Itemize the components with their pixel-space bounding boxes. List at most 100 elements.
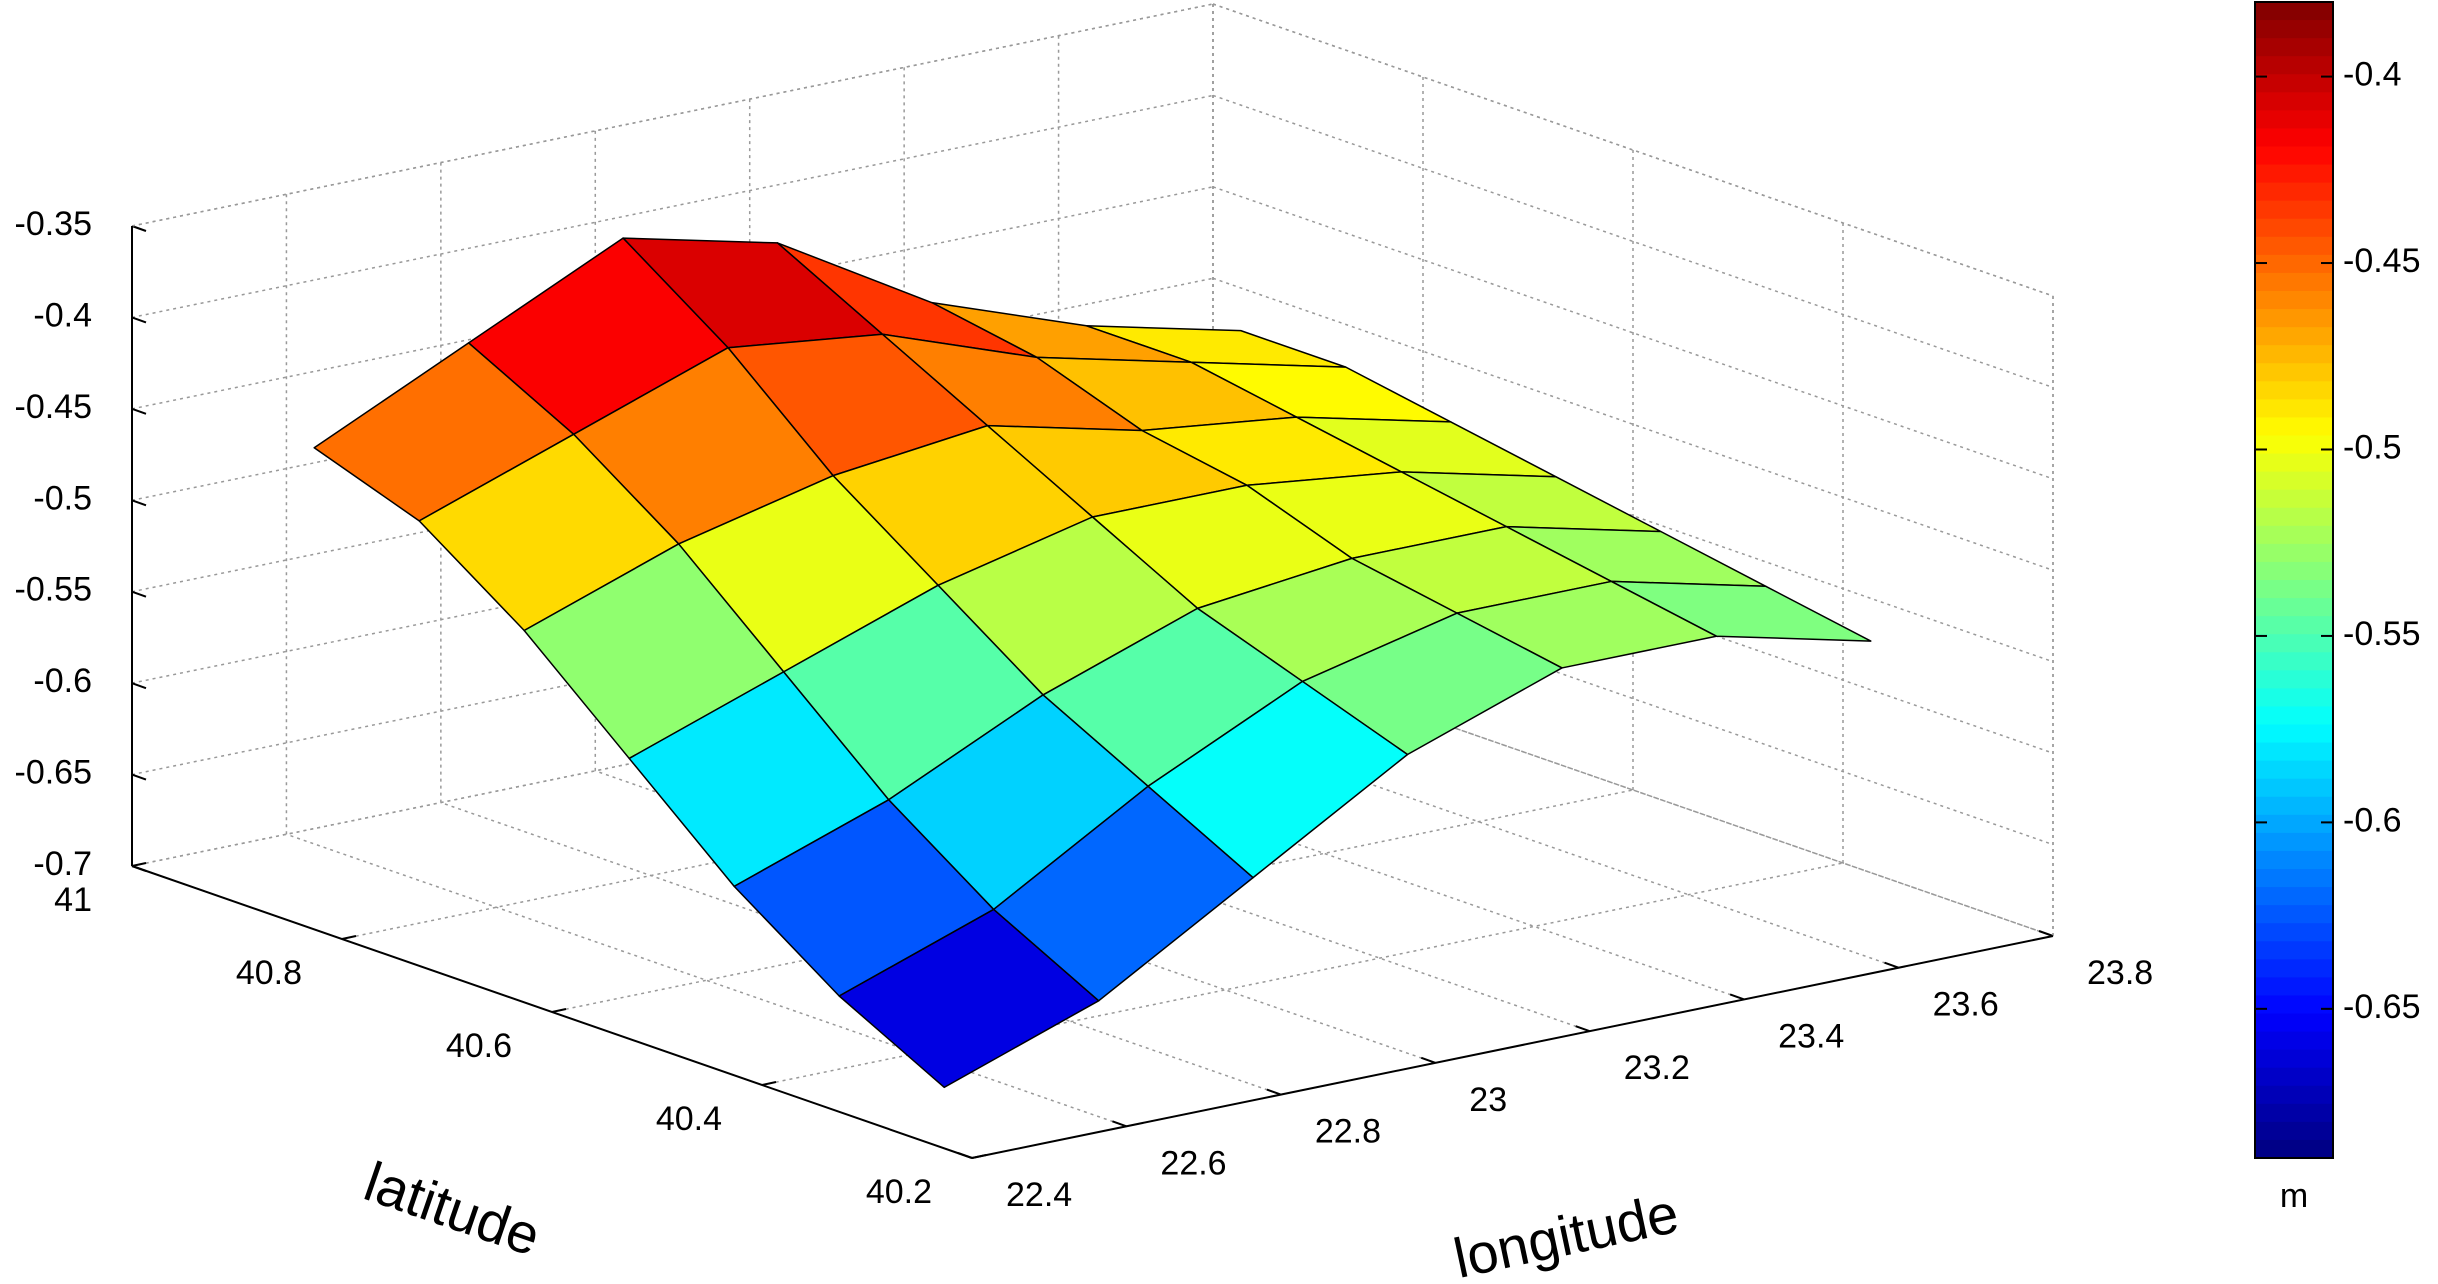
colorbar-swatch <box>2255 887 2333 906</box>
tick-mark <box>341 935 357 940</box>
colorbar-swatch <box>2255 598 2333 617</box>
colorbar-swatch <box>2255 1085 2333 1105</box>
colorbar-swatch <box>2255 1067 2333 1087</box>
tick-mark <box>131 862 147 867</box>
colorbar-swatch <box>2255 796 2333 816</box>
tick-mark <box>1112 1120 1127 1128</box>
colorbar-swatch <box>2255 941 2333 960</box>
colorbar-swatch <box>2255 489 2333 509</box>
colorbar-swatch <box>2255 92 2333 111</box>
colorbar-swatch <box>2255 1031 2333 1051</box>
colorbar-swatch <box>2255 760 2333 780</box>
colorbar-swatch <box>2255 164 2333 184</box>
z-tick-label: -0.35 <box>15 205 93 243</box>
colorbar-swatch <box>2255 345 2333 364</box>
colorbar-swatch <box>2255 471 2333 491</box>
colorbar-swatch <box>2255 309 2333 328</box>
colorbar-swatch <box>2255 724 2333 744</box>
colorbar-swatch <box>2255 706 2333 726</box>
grid-line <box>595 770 1436 1064</box>
grid-line <box>749 738 1590 1032</box>
grid-line <box>903 706 1745 1001</box>
z-tick-label: -0.6 <box>33 662 92 700</box>
x-tick-label: 22.8 <box>1315 1113 1381 1151</box>
grid-line <box>1212 94 2054 389</box>
colorbar-swatch <box>2255 435 2333 455</box>
colorbar-tick-label: -0.65 <box>2343 988 2421 1026</box>
x-tick-label: 23.4 <box>1778 1017 1844 1055</box>
tick-mark <box>1575 1025 1591 1033</box>
surface-face <box>838 908 1100 1089</box>
colorbar-swatch <box>2255 146 2333 166</box>
colorbar-swatch <box>2255 778 2333 798</box>
x-tick-label: 23.6 <box>1933 986 1999 1024</box>
tick-mark <box>761 1081 777 1086</box>
colorbar-swatch <box>2255 869 2333 888</box>
colorbar-swatch <box>2255 688 2333 708</box>
grid-line <box>1212 186 2054 480</box>
colorbar-swatch <box>2255 580 2333 599</box>
x-tick-label: 22.6 <box>1160 1144 1226 1182</box>
colorbar-swatch <box>2255 1139 2333 1159</box>
y-tick-label: 41 <box>54 881 92 919</box>
x-tick-label: 23.8 <box>2087 954 2153 992</box>
tick-mark <box>551 1008 567 1013</box>
colorbar-swatch <box>2255 453 2333 473</box>
colorbar-swatch <box>2255 38 2333 57</box>
tick-mark <box>131 682 147 690</box>
y-tick-label: 40.8 <box>236 954 302 992</box>
z-tick-label: -0.7 <box>33 845 92 883</box>
z-tick-label: -0.5 <box>33 479 92 517</box>
y-tick-label: 40.2 <box>866 1173 932 1211</box>
grid-line <box>551 789 1634 1013</box>
colorbar-tick-label: -0.45 <box>2343 242 2421 280</box>
colorbar-swatch <box>2255 1121 2333 1141</box>
box-edge <box>971 935 2054 1159</box>
colorbar-label: m <box>2280 1177 2308 1215</box>
z-tick-label: -0.65 <box>15 754 93 792</box>
colorbar-swatch <box>2255 291 2333 310</box>
colorbar-swatch <box>2255 2 2333 21</box>
colorbar-swatch <box>2255 1013 2333 1033</box>
colorbar-tick-label: -0.55 <box>2343 615 2421 653</box>
colorbar-tick-label: -0.4 <box>2343 56 2402 94</box>
colorbar-swatch <box>2255 327 2333 346</box>
tick-mark <box>1420 1056 1436 1064</box>
grid-line <box>1212 643 2054 937</box>
colorbar-swatch <box>2255 543 2333 563</box>
colorbar-swatch <box>2255 616 2333 635</box>
colorbar-swatch <box>2255 381 2333 400</box>
colorbar-swatch <box>2255 832 2333 852</box>
z-tick-label: -0.4 <box>33 296 92 334</box>
x-tick-label: 23 <box>1469 1081 1507 1119</box>
colorbar-swatch <box>2255 959 2333 978</box>
colorbar-swatch <box>2255 272 2333 292</box>
grid-line <box>286 833 1127 1127</box>
colorbar-swatch <box>2255 110 2333 130</box>
colorbar-swatch <box>2255 652 2333 671</box>
colorbar-swatch <box>2255 561 2333 581</box>
colorbar-frame <box>2254 1 2334 1159</box>
z-tick-label: -0.55 <box>15 571 93 609</box>
colorbar-swatch <box>2255 399 2333 419</box>
x-tick-label: 22.4 <box>1006 1176 1072 1214</box>
colorbar-swatch <box>2255 995 2333 1015</box>
box-edge <box>131 3 1214 227</box>
colorbar-swatch <box>2255 634 2333 653</box>
colorbar-swatch <box>2255 850 2333 870</box>
colorbar-swatch <box>2255 814 2333 834</box>
colorbar-swatch <box>2255 254 2333 274</box>
tick-mark <box>2038 930 2054 937</box>
tick-mark <box>131 590 147 598</box>
x-tick-label: 23.2 <box>1624 1049 1690 1087</box>
x-axis-label: longitude <box>1448 1181 1683 1284</box>
colorbar-tick-label: -0.5 <box>2343 428 2402 466</box>
grid-line <box>1058 675 1899 969</box>
tick-mark <box>131 407 147 415</box>
colorbar-swatch <box>2255 1049 2333 1069</box>
colorbar-swatch <box>2255 74 2333 93</box>
colorbar-swatch <box>2255 56 2333 75</box>
grid-line <box>131 186 1214 410</box>
box-edge <box>131 865 973 1159</box>
